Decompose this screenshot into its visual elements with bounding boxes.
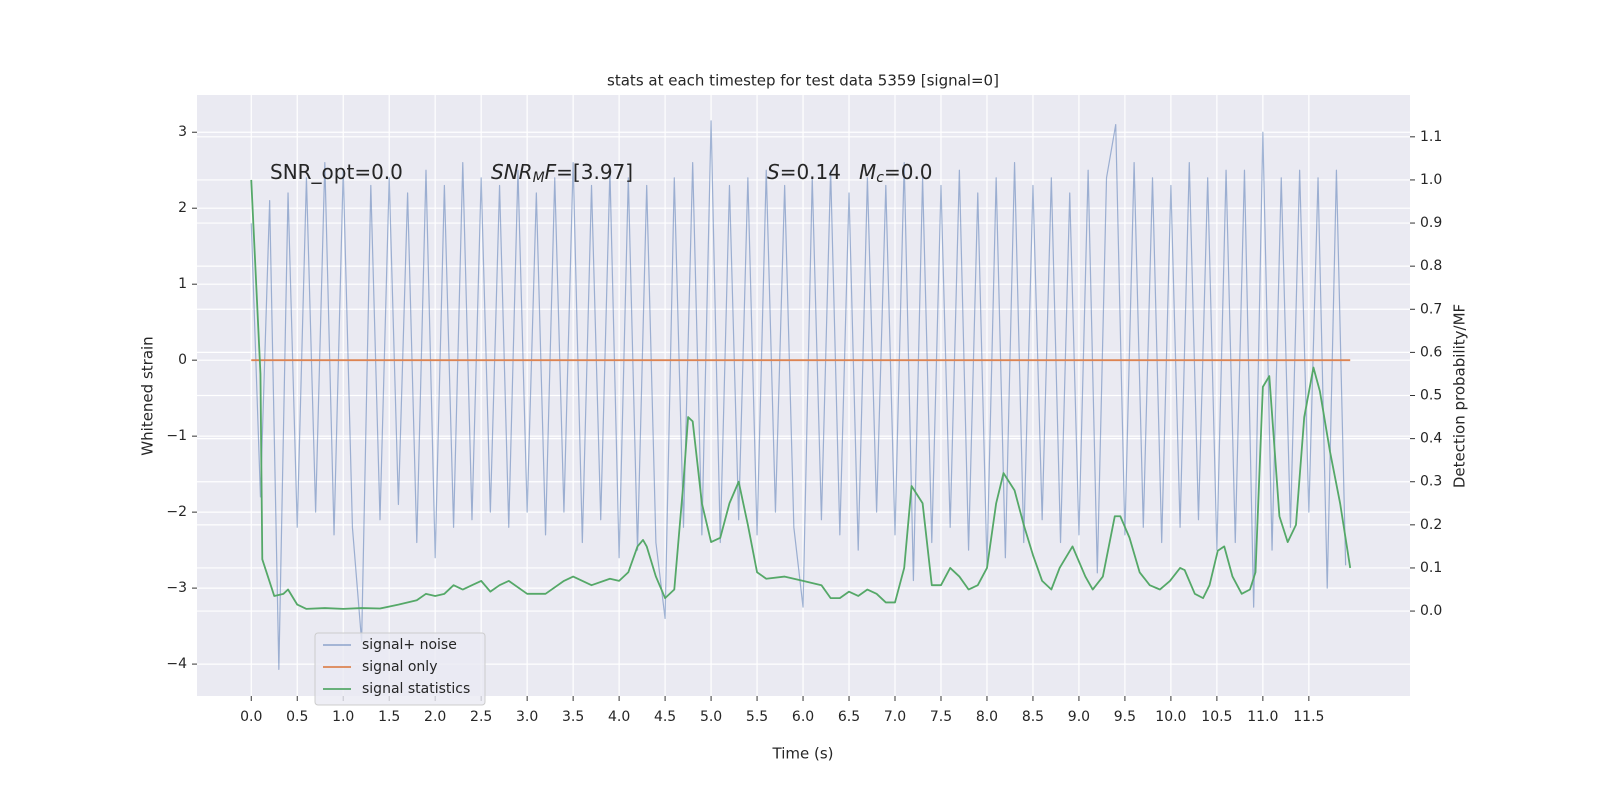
annotation-part: S bbox=[767, 160, 780, 184]
annotation: Mc=0.0 bbox=[859, 160, 933, 187]
legend-label: signal statistics bbox=[362, 681, 470, 697]
y-tick-label: −1 bbox=[166, 428, 187, 444]
y2-tick-label: 0.9 bbox=[1420, 215, 1442, 231]
annotation-part: SNR bbox=[491, 160, 533, 184]
chart-title: stats at each timestep for test data 535… bbox=[607, 72, 999, 90]
x-tick-label: 5.0 bbox=[700, 709, 722, 725]
x-tick-label: 2.5 bbox=[470, 709, 492, 725]
annotation: SNRMF=[3.97] bbox=[491, 160, 633, 187]
x-tick-label: 0.5 bbox=[286, 709, 308, 725]
y-tick-label: 3 bbox=[178, 124, 187, 140]
legend: signal+ noise signal only signal statistic… bbox=[314, 632, 486, 706]
annotation-part: F bbox=[545, 160, 557, 184]
y2-tick-label: 0.6 bbox=[1420, 344, 1442, 360]
x-tick-label: 6.0 bbox=[792, 709, 814, 725]
legend-label: signal+ noise bbox=[362, 637, 457, 653]
annotation-part: =0.14 bbox=[780, 160, 841, 184]
x-tick-label: 7.0 bbox=[884, 709, 906, 725]
x-tick-label: 0.0 bbox=[240, 709, 262, 725]
series-line bbox=[250, 120, 1347, 671]
annotation-part: SNR_opt=0.0 bbox=[270, 160, 403, 184]
x-tick-label: 2.0 bbox=[424, 709, 446, 725]
y2-axis-label: Detection probability/MF bbox=[1451, 304, 1469, 488]
legend-label: signal only bbox=[362, 659, 437, 675]
x-tick-label: 11.0 bbox=[1247, 709, 1278, 725]
series-line bbox=[250, 179, 1352, 610]
y-axis-label: Whitened strain bbox=[139, 336, 157, 455]
marks bbox=[250, 120, 1352, 671]
x-tick-label: 6.5 bbox=[838, 709, 860, 725]
y-tick-label: 1 bbox=[178, 276, 187, 292]
y2-tick-label: 0.8 bbox=[1420, 258, 1442, 274]
x-tick-label: 1.0 bbox=[332, 709, 354, 725]
annotation-part: M bbox=[533, 170, 545, 186]
x-tick-label: 4.0 bbox=[608, 709, 630, 725]
y2-tick-label: 0.7 bbox=[1420, 301, 1442, 317]
x-tick-label: 4.5 bbox=[654, 709, 676, 725]
y-tick-label: −4 bbox=[166, 656, 187, 672]
x-tick-label: 1.5 bbox=[378, 709, 400, 725]
legend-box bbox=[314, 632, 486, 706]
y2-tick-label: 0.4 bbox=[1420, 431, 1442, 447]
y2-tick-label: 0.3 bbox=[1420, 474, 1442, 490]
x-tick-label: 3.5 bbox=[562, 709, 584, 725]
labels: 0.0 0.5 1.0 1.5 2.0 2.5 3.0 3.5 4.0 4.5 5.0 5.5 6.0 6… bbox=[166, 124, 1442, 725]
x-tick-label: 9.5 bbox=[1114, 709, 1136, 725]
x-tick-label: 10.5 bbox=[1201, 709, 1232, 725]
x-tick-label: 10.0 bbox=[1155, 709, 1186, 725]
y2-tick-label: 0.1 bbox=[1420, 560, 1442, 576]
x-tick-label: 8.0 bbox=[976, 709, 998, 725]
x-tick-label: 7.5 bbox=[930, 709, 952, 725]
y2-tick-label: 1.1 bbox=[1420, 129, 1442, 145]
y-tick-label: 2 bbox=[178, 200, 187, 216]
annotation: S=0.14 bbox=[767, 160, 841, 184]
y-tick-label: −2 bbox=[166, 504, 187, 520]
x-tick-label: 5.5 bbox=[746, 709, 768, 725]
y2-tick-label: 0.0 bbox=[1420, 603, 1442, 619]
x-tick-label: 9.0 bbox=[1068, 709, 1090, 725]
grid bbox=[192, 95, 1415, 701]
x-tick-label: 3.0 bbox=[516, 709, 538, 725]
annotation-part: =0.0 bbox=[884, 160, 933, 184]
annotation-part: c bbox=[876, 170, 884, 186]
y2-tick-label: 1.0 bbox=[1420, 172, 1442, 188]
y2-tick-label: 0.2 bbox=[1420, 517, 1442, 533]
x-tick-label: 11.5 bbox=[1293, 709, 1324, 725]
annotation-part: =[3.97] bbox=[556, 160, 633, 184]
annotation: SNR_opt=0.0 bbox=[270, 160, 403, 184]
x-axis-label: Time (s) bbox=[772, 745, 834, 763]
y-tick-label: −3 bbox=[166, 580, 187, 596]
annotation-part: M bbox=[859, 160, 876, 184]
y2-tick-label: 0.5 bbox=[1420, 388, 1442, 404]
x-tick-label: 8.5 bbox=[1022, 709, 1044, 725]
y-tick-label: 0 bbox=[178, 352, 187, 368]
